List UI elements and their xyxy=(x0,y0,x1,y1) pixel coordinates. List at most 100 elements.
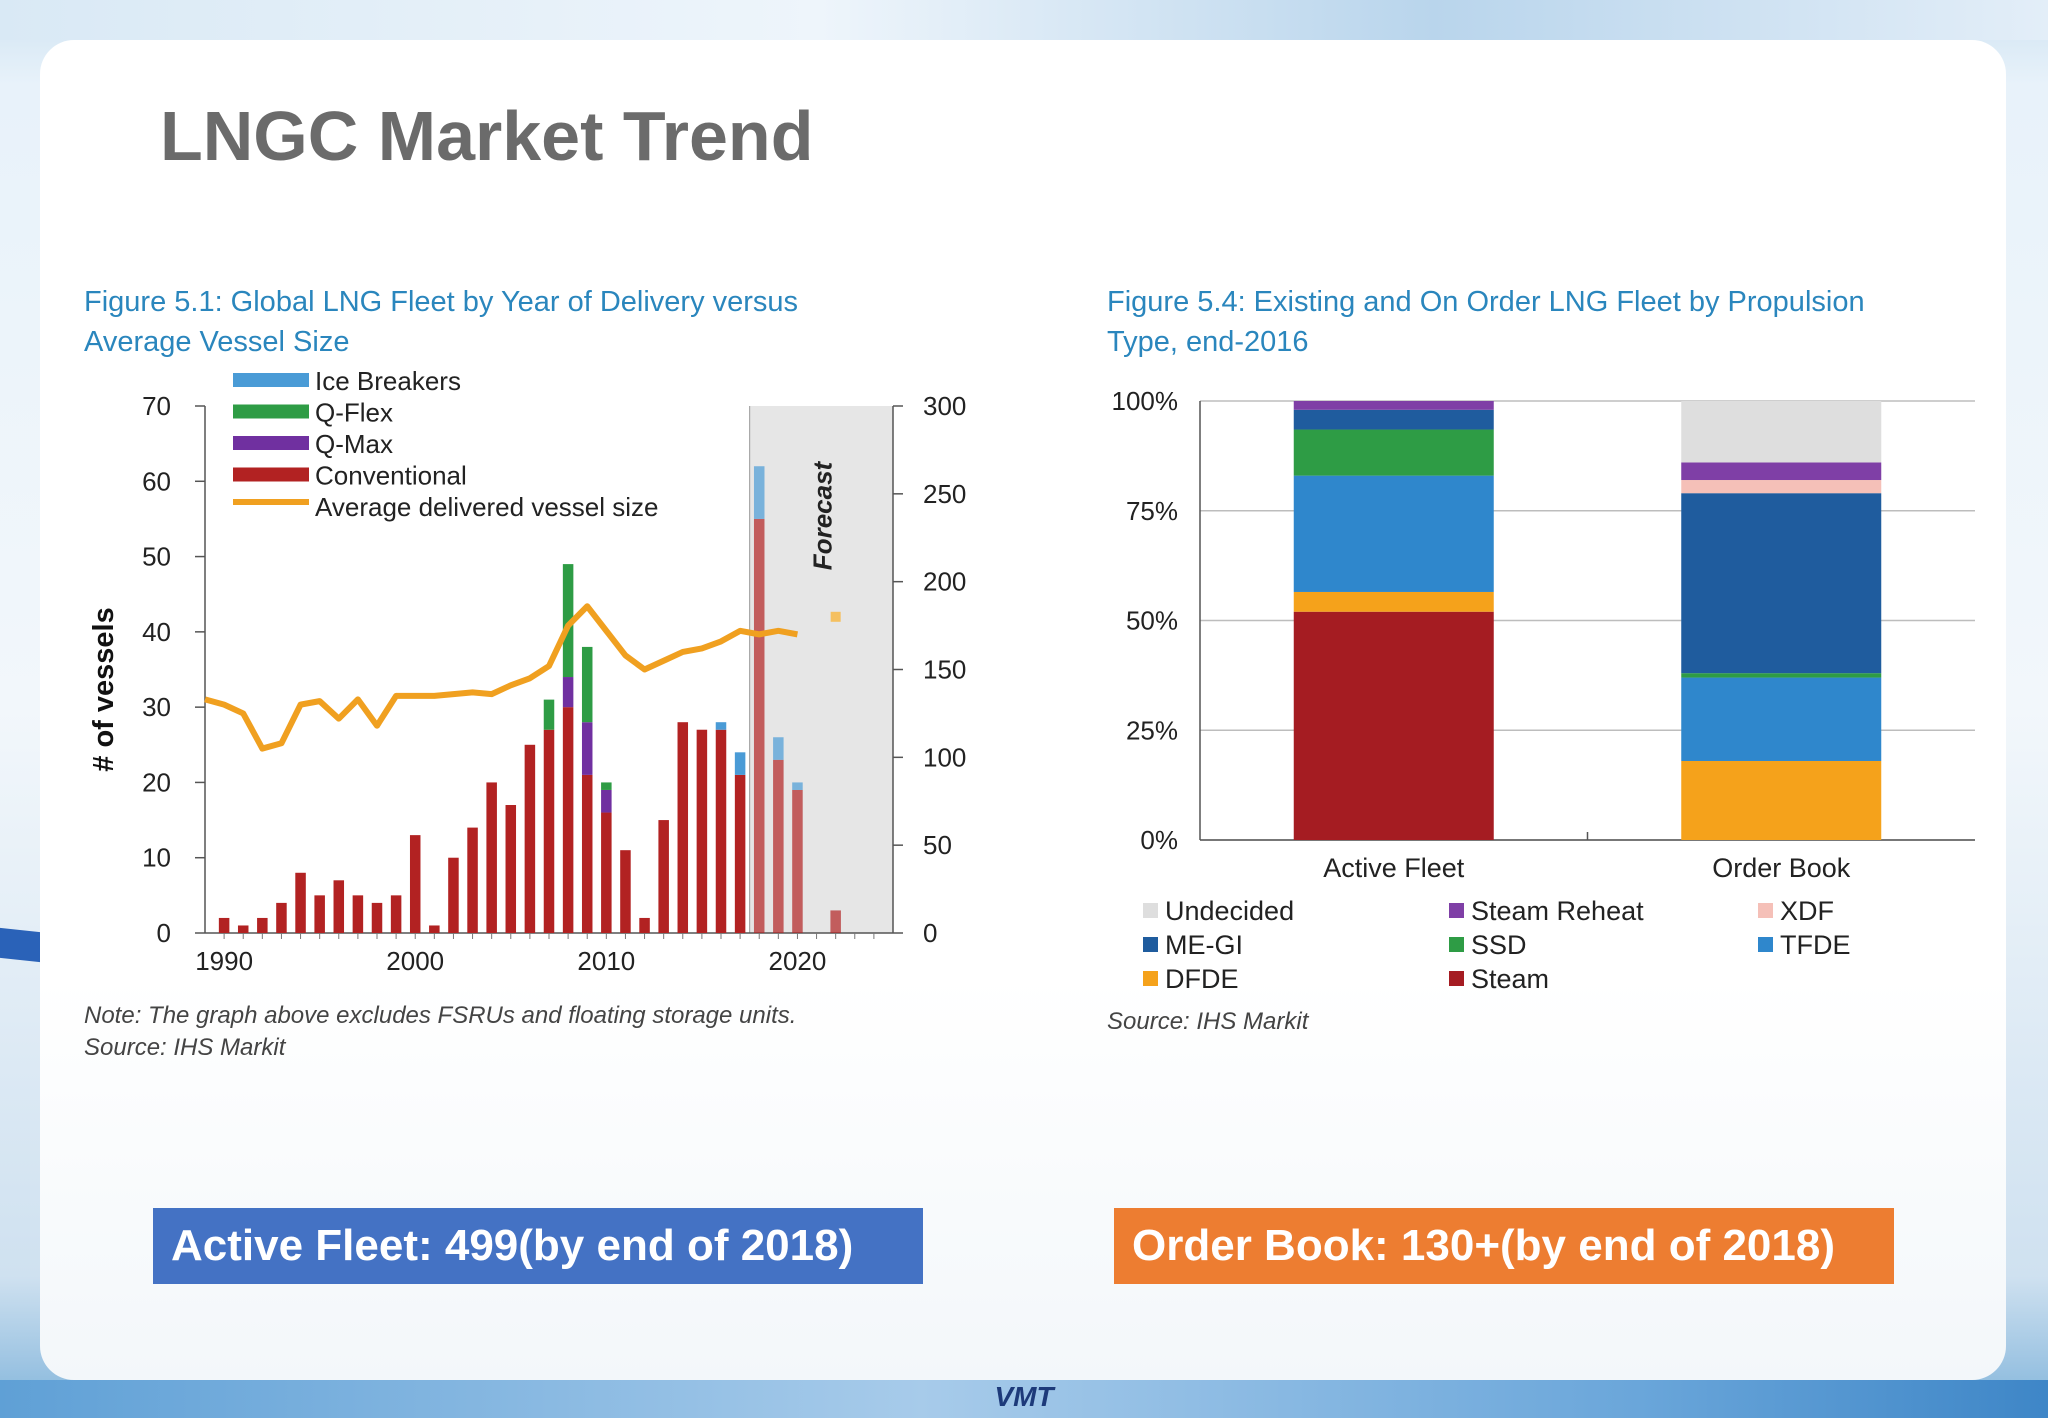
bar-segment xyxy=(601,789,612,813)
figure-5-1-caption-line-2: Average Vessel Size xyxy=(84,326,350,358)
bar-segment xyxy=(1681,760,1882,840)
legend-label: XDF xyxy=(1780,896,1834,926)
legend-label: Steam Reheat xyxy=(1471,896,1644,926)
bar-segment xyxy=(1681,401,1882,463)
bar-segment xyxy=(352,895,364,933)
figure-5-1-note-line-1: Note: The graph above excludes FSRUs and… xyxy=(84,1002,797,1029)
legend-label: Conventional xyxy=(315,461,467,491)
x-tick-label: 2010 xyxy=(577,946,635,976)
legend-swatch xyxy=(1758,937,1773,952)
legend-swatch xyxy=(233,436,309,450)
y2-tick-label: 150 xyxy=(923,655,966,685)
x-tick-label: 1990 xyxy=(195,946,253,976)
bar-segment xyxy=(696,729,708,933)
y-tick-label: 30 xyxy=(142,692,171,722)
bar-segment xyxy=(486,782,497,933)
y-tick-label: 50 xyxy=(142,542,171,572)
legend-label: Average delivered vessel size xyxy=(315,492,658,522)
bar-segment xyxy=(543,699,555,730)
y2-tick-label: 300 xyxy=(923,391,966,421)
bar-segment xyxy=(1293,611,1494,840)
x-tick-label: 2020 xyxy=(769,946,827,976)
bar-segment xyxy=(581,722,593,775)
figure-5-4-caption: Figure 5.4: Existing and On Order LNG Fl… xyxy=(1107,282,1987,362)
bar-segment xyxy=(562,677,574,708)
bar-segment xyxy=(562,707,574,933)
y-tick-label: 100% xyxy=(1112,386,1179,416)
bar-segment xyxy=(715,729,727,933)
legend-label: Q-Flex xyxy=(315,398,393,428)
bar-segment xyxy=(1681,462,1882,481)
slide-title: LNGC Market Trend xyxy=(160,97,814,175)
y-tick-label: 50% xyxy=(1126,606,1178,636)
legend-label: Undecided xyxy=(1165,896,1294,926)
figure-5-4-source-line: Source: IHS Markit xyxy=(1107,1008,1309,1035)
y-tick-label: 10 xyxy=(142,843,171,873)
legend-label: SSD xyxy=(1471,930,1527,960)
bar-segment xyxy=(773,737,784,760)
bar-segment xyxy=(639,917,650,933)
bar-segment xyxy=(581,774,593,933)
bar-segment xyxy=(276,902,287,933)
bar-segment xyxy=(792,782,803,790)
y-tick-label: 40 xyxy=(142,617,171,647)
bar-segment xyxy=(658,820,669,933)
bar-segment xyxy=(1293,475,1494,592)
bar-segment xyxy=(792,789,803,933)
y2-tick-label: 50 xyxy=(923,830,952,860)
figure-5-1-caption-line-1: Figure 5.1: Global LNG Fleet by Year of … xyxy=(84,286,799,318)
y-tick-label: 0% xyxy=(1140,825,1178,855)
y-tick-label: 0 xyxy=(157,918,171,948)
forecast-label: Forecast xyxy=(807,460,837,570)
legend-label: TFDE xyxy=(1780,930,1851,960)
bar-segment xyxy=(1681,673,1882,678)
forecast-average-point xyxy=(830,611,841,622)
legend-swatch xyxy=(1449,903,1464,918)
bar-segment xyxy=(620,850,631,933)
bar-segment xyxy=(1681,677,1882,761)
order-book-banner: Order Book: 130+(by end of 2018) xyxy=(1114,1208,1894,1284)
bar-segment xyxy=(409,835,421,933)
bar-segment xyxy=(734,774,746,933)
y2-tick-label: 100 xyxy=(923,742,966,772)
bar-segment xyxy=(753,466,765,519)
legend-swatch xyxy=(1758,903,1773,918)
bar-segment xyxy=(677,722,689,933)
bar-segment xyxy=(1293,591,1494,612)
figure-5-1-note: Note: The graph above excludes FSRUs and… xyxy=(84,1000,796,1064)
y-tick-label: 25% xyxy=(1126,715,1178,745)
background-band-bottom xyxy=(0,1380,2048,1418)
bar-segment xyxy=(1681,493,1882,674)
bar-segment xyxy=(715,722,727,730)
bar-segment xyxy=(830,910,841,933)
background-band-top xyxy=(0,0,2048,40)
bar-segment xyxy=(218,917,230,933)
bar-segment xyxy=(753,518,765,933)
bar-segment xyxy=(524,744,536,933)
bar-segment xyxy=(1293,401,1494,410)
bar-segment xyxy=(505,805,517,933)
y2-tick-label: 0 xyxy=(923,918,937,948)
bar-segment xyxy=(467,827,478,933)
y-tick-label: 70 xyxy=(142,391,171,421)
legend-swatch xyxy=(1449,937,1464,952)
legend-swatch xyxy=(233,404,309,419)
bar-segment xyxy=(448,857,459,933)
legend-swatch xyxy=(1143,937,1158,952)
bar-segment xyxy=(581,646,593,723)
bar-segment xyxy=(237,925,249,933)
bar-segment xyxy=(543,729,555,933)
bar-segment xyxy=(314,895,325,933)
legend-label: Ice Breakers xyxy=(315,366,461,396)
figure-5-4-caption-line-1: Figure 5.4: Existing and On Order LNG Fl… xyxy=(1107,286,1865,318)
category-label: Order Book xyxy=(1712,853,1851,883)
y-tick-label: 20 xyxy=(142,767,171,797)
legend-label: ME-GI xyxy=(1165,930,1243,960)
active-fleet-banner: Active Fleet: 499(by end of 2018) xyxy=(153,1208,923,1284)
bar-segment xyxy=(562,564,574,678)
figure-5-1-note-line-2: Source: IHS Markit xyxy=(84,1034,286,1061)
legend-swatch xyxy=(233,499,309,505)
y-tick-label: 75% xyxy=(1126,496,1178,526)
